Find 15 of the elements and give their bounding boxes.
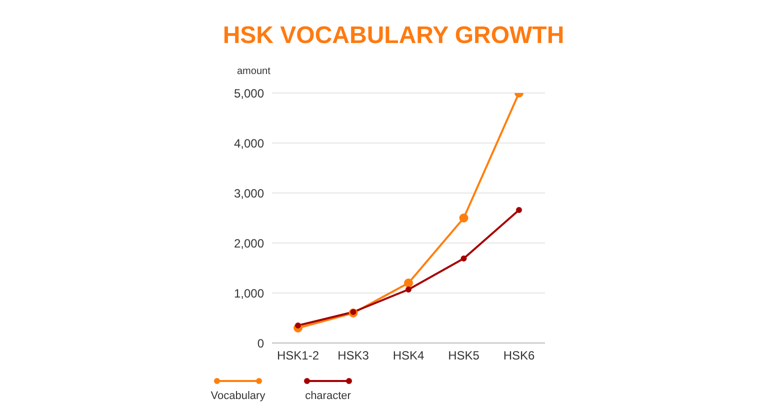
x-tick-label: HSK1-2 bbox=[276, 348, 320, 363]
y-tick-label: 3,000 bbox=[234, 186, 264, 200]
legend-label: character bbox=[305, 390, 351, 402]
x-tick-label: HSK3 bbox=[338, 348, 370, 363]
y-tick-label: 4,000 bbox=[234, 136, 264, 150]
y-tick-label: 5,000 bbox=[234, 86, 264, 100]
x-tick-label: HSK4 bbox=[392, 348, 424, 363]
x-tick-label: HSK6 bbox=[503, 348, 535, 363]
y-tick-label: 1,000 bbox=[234, 286, 264, 300]
chart-title: HSK VOCABULARY GROWTH bbox=[222, 22, 566, 50]
x-tick-label: HSK5 bbox=[448, 348, 480, 363]
y-tick-label: 0 bbox=[257, 336, 264, 350]
legend-label: Vocabulary bbox=[210, 390, 266, 402]
y-axis-title: amount bbox=[237, 66, 270, 77]
y-tick-label: 2,000 bbox=[234, 236, 264, 250]
